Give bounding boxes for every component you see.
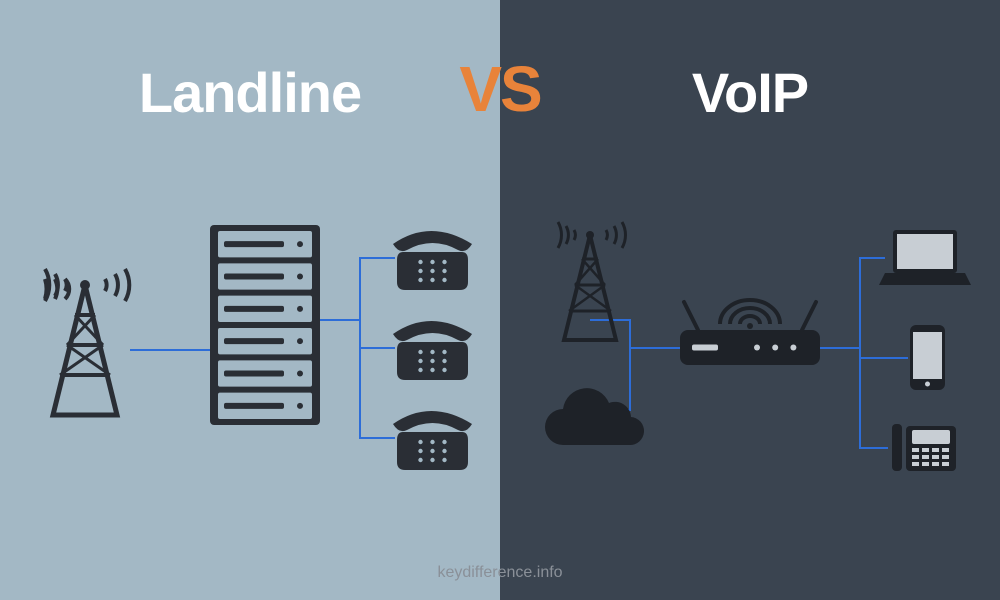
left-panel: Landline: [0, 0, 500, 600]
comparison-container: Landline VoIP VS keydifference.info: [0, 0, 1000, 600]
watermark-text: keydifference.info: [437, 564, 562, 582]
right-title: VoIP: [500, 60, 1000, 125]
left-diagram: [0, 200, 500, 540]
vs-label: VS: [459, 52, 540, 126]
right-diagram: [500, 200, 1000, 540]
right-panel: VoIP: [500, 0, 1000, 600]
left-title: Landline: [0, 60, 500, 125]
